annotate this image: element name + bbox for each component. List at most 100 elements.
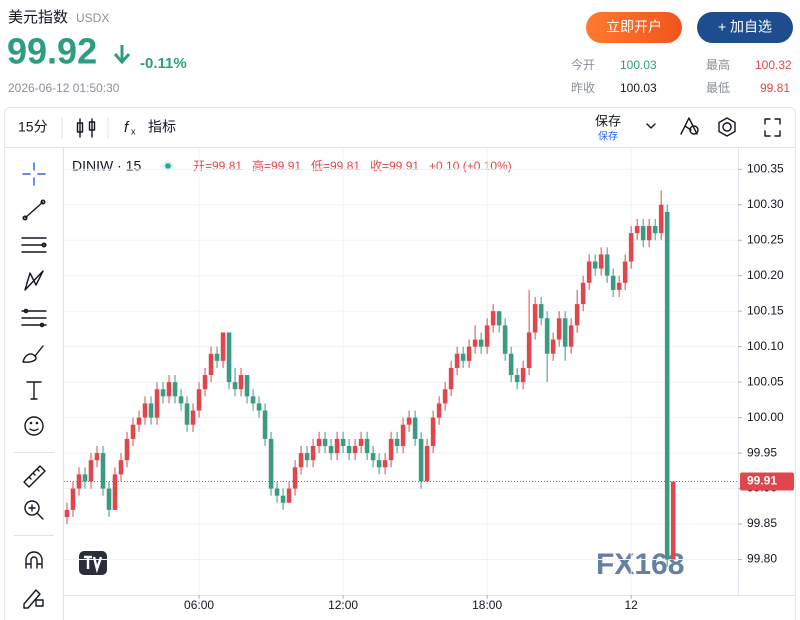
lines-tool[interactable] [21, 237, 47, 253]
candle-body [574, 304, 580, 326]
fib-tool[interactable] [21, 308, 47, 328]
candle-body [184, 403, 190, 425]
candle-body [538, 304, 544, 319]
candle-body [208, 353, 214, 376]
fullscreen-icon[interactable] [764, 118, 781, 137]
watchlist-label[interactable]: + 加自选 [718, 19, 772, 35]
chart-symbol: DINIW · 15 [72, 158, 141, 174]
stat-label: 今开 [571, 57, 595, 72]
candle-body [364, 438, 370, 454]
candle-body [274, 488, 280, 496]
candle-body [280, 495, 286, 503]
candle-style-icon[interactable] [76, 118, 96, 138]
candle-body [142, 403, 148, 418]
alert-icon[interactable] [680, 117, 699, 135]
ohlc-label: +0.10 (+0.10%) [429, 159, 512, 173]
y-tick-label: 99.85 [747, 516, 777, 530]
tv-logo [84, 555, 103, 574]
candle-body [268, 438, 274, 489]
candle-body [424, 446, 430, 482]
candle-body [490, 311, 496, 326]
y-tick-label: 100.35 [747, 161, 784, 175]
ohlc-label: 高=99.91 [252, 158, 301, 173]
plot: 开=99.81 高=99.91 低=99.81 收=99.91 +0.10 (+0.10… [64, 148, 794, 612]
zoom-tool[interactable] [24, 500, 44, 520]
pattern-tool[interactable] [24, 270, 44, 291]
y-tick-label: 100.05 [747, 374, 784, 388]
candle-body [664, 211, 670, 560]
y-tick-label: 100.10 [747, 339, 784, 353]
candle-body [148, 403, 154, 418]
candle-body [226, 332, 232, 383]
candle-body [448, 367, 454, 390]
candle-body [196, 389, 202, 411]
x-tick-label: 18:00 [472, 598, 502, 612]
change: -0.11% [140, 55, 187, 72]
open-account-button[interactable] [586, 12, 682, 43]
settings-icon[interactable] [718, 117, 736, 137]
candle-body [400, 424, 406, 446]
interval[interactable]: 15分 [18, 119, 48, 135]
title: 美元指数 [8, 9, 68, 26]
stat-value: 99.81 [760, 81, 790, 95]
ruler-tool[interactable] [23, 465, 46, 488]
candle-body [106, 488, 112, 510]
candle-body [358, 438, 364, 446]
fx-icon[interactable]: f [124, 119, 130, 136]
last-price-box [740, 472, 794, 491]
candle-body [136, 417, 142, 425]
save-sub[interactable]: 保存 [598, 130, 618, 143]
stat-label: 最高 [706, 57, 730, 72]
candle-body [130, 424, 136, 439]
fx-icon[interactable]: x [131, 126, 136, 136]
crosshair-tool[interactable] [22, 162, 46, 186]
open-account-label[interactable]: 立即开户 [606, 19, 662, 35]
watermark: FX168 [596, 548, 684, 581]
candle-body [70, 488, 76, 510]
lock-draw-tool[interactable] [23, 589, 44, 609]
chart-frame [4, 107, 796, 620]
candle-body [670, 481, 676, 560]
tv-logo [79, 551, 107, 575]
candle-body [544, 318, 550, 354]
save[interactable]: 保存 [595, 113, 621, 128]
symbol: USDX [76, 11, 109, 25]
candle-body [562, 318, 568, 347]
candle-body [286, 488, 292, 503]
candle-body [238, 375, 244, 390]
candle-body [250, 396, 256, 404]
dropdown-icon[interactable] [646, 123, 656, 129]
watchlist-button[interactable] [697, 12, 793, 43]
candle-body [586, 261, 592, 283]
candle-body [322, 438, 328, 446]
candle-body [412, 417, 418, 439]
text-tool[interactable] [26, 381, 42, 400]
indicator[interactable]: 指标 [148, 119, 176, 135]
magnet-tool[interactable] [25, 551, 43, 569]
brush-tool[interactable] [22, 345, 44, 363]
ohlc-label: 收=99.91 [370, 159, 419, 173]
y-tick-label: 100.00 [747, 410, 784, 424]
candle-body [340, 438, 346, 446]
x-tick-label: 12:00 [328, 598, 358, 612]
candle-body [172, 382, 178, 397]
y-tick-label: 100.20 [747, 268, 784, 282]
candle-body [220, 332, 226, 361]
candle-body [484, 325, 490, 347]
candle-body [94, 453, 100, 461]
emoji-tool[interactable] [24, 416, 44, 436]
candle-body [466, 346, 472, 361]
candle-body [568, 325, 574, 347]
candle-body [166, 382, 172, 397]
candle-body [64, 509, 70, 517]
candle-body [598, 254, 604, 269]
x-tick-label: 06:00 [184, 598, 214, 612]
candle-body [430, 417, 436, 446]
ohlc-label: 低=99.81 [311, 159, 360, 173]
candle-body [550, 339, 556, 354]
candle-body [328, 446, 334, 454]
trendline-tool[interactable] [22, 199, 46, 221]
candle-body [244, 375, 250, 397]
candle-body [592, 261, 598, 269]
candle-body [190, 410, 196, 425]
